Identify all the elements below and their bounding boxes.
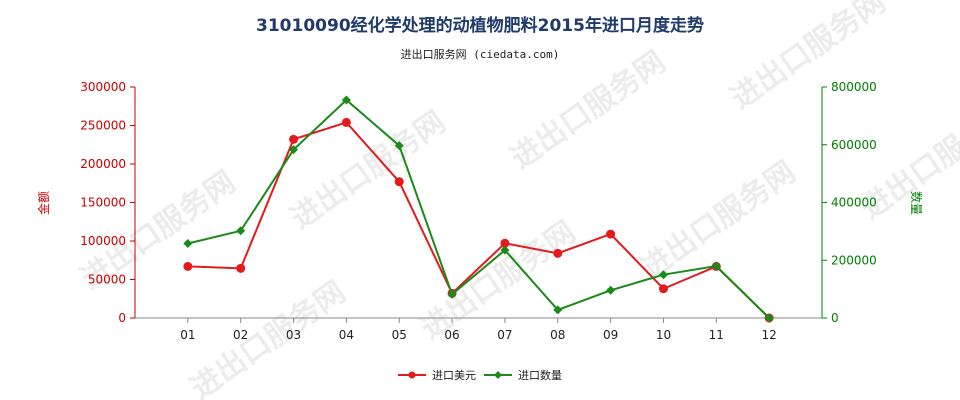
x-tick-label: 04 xyxy=(339,328,354,342)
y-left-tick-label: 150000 xyxy=(80,196,126,210)
point-import-quantity[interactable] xyxy=(289,145,299,155)
y-left-tick-label: 50000 xyxy=(88,273,126,287)
point-import-usd[interactable] xyxy=(289,134,299,144)
x-tick-label: 01 xyxy=(180,328,195,342)
x-tick-label: 05 xyxy=(392,328,407,342)
point-import-usd[interactable] xyxy=(183,261,193,271)
y-right-tick-label: 800000 xyxy=(831,80,877,94)
y-right-axis-label: 数量 xyxy=(909,191,924,215)
series-line-import-quantity xyxy=(187,98,770,319)
y-left-tick-label: 300000 xyxy=(80,80,126,94)
legend-label-import-usd: 进口美元 xyxy=(432,369,476,382)
point-import-usd[interactable] xyxy=(341,117,351,127)
legend-marker-import-quantity xyxy=(494,371,502,379)
watermark-text: 进出口服务网 xyxy=(185,275,353,400)
point-import-usd[interactable] xyxy=(553,248,563,258)
y-left-tick-label: 200000 xyxy=(80,157,126,171)
x-tick-label: 03 xyxy=(286,328,301,342)
x-tick-label: 08 xyxy=(550,328,565,342)
y-left-tick-label: 250000 xyxy=(80,119,126,133)
point-import-usd[interactable] xyxy=(658,284,668,294)
x-tick-label: 07 xyxy=(497,328,512,342)
point-import-usd[interactable] xyxy=(394,177,404,187)
point-import-usd[interactable] xyxy=(236,263,246,273)
watermark-text: 进出口服务网 xyxy=(505,45,673,177)
tick-layer: 0500001000001500002000002500003000000200… xyxy=(80,80,877,342)
y-right-tick-label: 200000 xyxy=(831,253,877,267)
point-import-quantity[interactable] xyxy=(658,270,668,280)
watermark-text: 进出口服务网 xyxy=(285,105,453,237)
point-import-usd[interactable] xyxy=(500,238,510,248)
point-import-quantity[interactable] xyxy=(606,285,616,295)
point-import-quantity[interactable] xyxy=(553,305,563,315)
legend-marker-import-usd xyxy=(408,371,416,379)
x-tick-label: 06 xyxy=(444,328,459,342)
watermark-text: 进出口服务网 xyxy=(725,0,893,117)
point-import-quantity[interactable] xyxy=(236,226,246,236)
point-import-quantity[interactable] xyxy=(447,289,457,299)
legend-item-import-usd[interactable]: 进口美元 xyxy=(398,369,476,382)
y-right-tick-label: 600000 xyxy=(831,138,877,152)
x-tick-label: 12 xyxy=(762,328,777,342)
chart-subtitle: 进出口服务网 (ciedata.com) xyxy=(401,47,560,61)
chart-title: 31010090经化学处理的动植物肥料2015年进口月度走势 xyxy=(256,15,704,36)
watermark-text: 进出口服务网 xyxy=(415,215,583,347)
y-right-tick-label: 400000 xyxy=(831,196,877,210)
y-left-tick-label: 0 xyxy=(118,311,126,325)
x-tick-label: 02 xyxy=(233,328,248,342)
point-import-quantity[interactable] xyxy=(341,95,351,105)
series-layer xyxy=(183,95,774,323)
y-right-tick-label: 0 xyxy=(831,311,839,325)
legend: 进口美元 进口数量 xyxy=(398,369,562,382)
point-import-quantity[interactable] xyxy=(764,313,774,323)
point-import-quantity[interactable] xyxy=(500,245,510,255)
legend-label-import-quantity: 进口数量 xyxy=(518,369,562,382)
point-import-quantity[interactable] xyxy=(711,261,721,271)
y-left-tick-label: 100000 xyxy=(80,234,126,248)
point-import-quantity[interactable] xyxy=(394,141,404,151)
x-tick-label: 11 xyxy=(709,328,724,342)
series-line-import-usd xyxy=(187,121,770,319)
y-left-axis-label: 金额 xyxy=(36,191,51,215)
x-tick-label: 09 xyxy=(603,328,618,342)
point-import-quantity[interactable] xyxy=(183,239,193,249)
x-tick-label: 10 xyxy=(656,328,671,342)
legend-item-import-quantity[interactable]: 进口数量 xyxy=(484,369,562,382)
point-import-usd[interactable] xyxy=(606,229,616,239)
